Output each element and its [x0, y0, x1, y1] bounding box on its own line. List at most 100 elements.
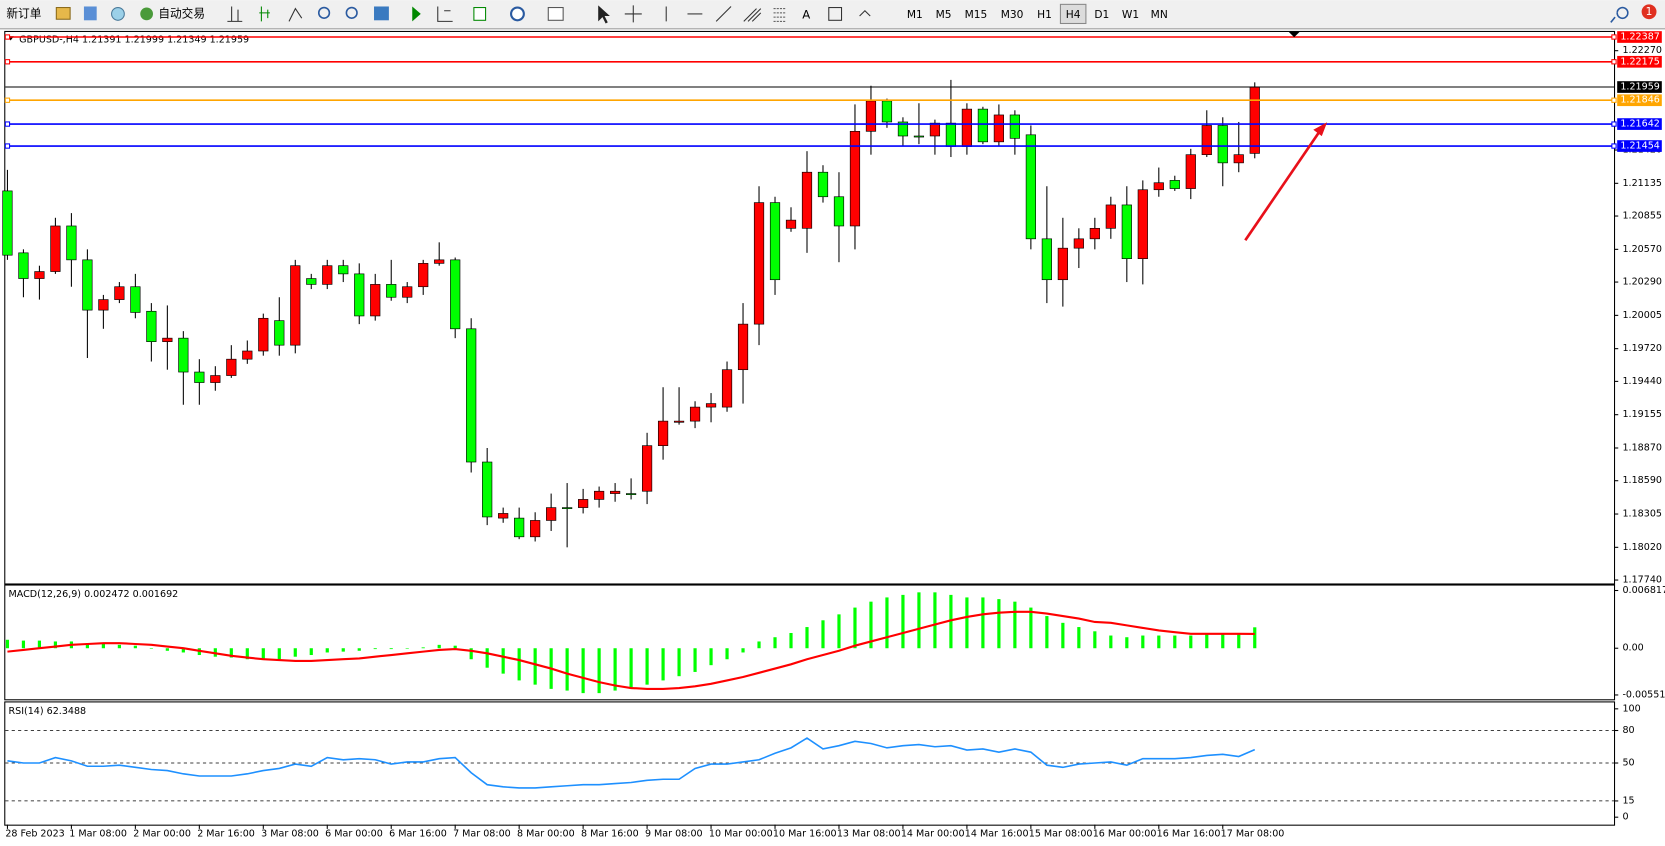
macd-bar	[277, 648, 281, 660]
toolbar-bg	[0, 0, 1665, 29]
macd-bar	[789, 632, 793, 649]
timeframe-button[interactable]: M15	[965, 8, 988, 21]
icon[interactable]	[473, 7, 487, 21]
candle-body	[2, 190, 13, 256]
icon[interactable]	[547, 7, 564, 21]
macd-bar	[597, 648, 601, 694]
macd-bar	[293, 648, 297, 657]
macd-bar	[181, 648, 185, 653]
text-tool[interactable]: A	[802, 7, 810, 21]
x-tick-label: 16 Mar 00:00	[1093, 829, 1157, 840]
candle-body	[418, 263, 429, 288]
timeframe-button[interactable]: M5	[936, 8, 952, 21]
candle-body	[1249, 86, 1260, 154]
candle-body	[226, 358, 237, 376]
candle-body	[98, 299, 109, 311]
timeframe-button[interactable]: D1	[1094, 8, 1109, 21]
candle-body	[1009, 114, 1020, 139]
macd-bar	[1077, 627, 1081, 649]
timeframe-button[interactable]: H4	[1066, 8, 1081, 21]
candle-body	[258, 317, 269, 352]
macd-bar	[1253, 627, 1257, 649]
indicator-header: MACD(12,26,9) 0.002472 0.001692	[9, 589, 179, 600]
macd-bar	[1157, 635, 1161, 649]
search[interactable]	[1610, 6, 1629, 23]
new-order-button[interactable]: 新订单	[6, 6, 41, 20]
zoom-out[interactable]	[345, 6, 358, 19]
candle-body	[290, 265, 301, 346]
macd-bar	[1189, 635, 1193, 649]
candle-body	[338, 265, 349, 275]
x-tick-label: 1 Mar 08:00	[69, 829, 127, 840]
indicator-header: RSI(14) 62.3488	[9, 705, 87, 716]
trendline-tool[interactable]	[715, 6, 732, 22]
icon[interactable]	[111, 7, 125, 21]
label-tool[interactable]	[828, 7, 843, 21]
icon[interactable]	[55, 7, 71, 20]
y-tick-label: -0.005518	[1622, 689, 1665, 700]
macd-bar	[997, 599, 1001, 649]
arrow-tool[interactable]	[859, 9, 871, 17]
main-panel	[4, 30, 1616, 585]
icon[interactable]	[227, 6, 243, 22]
candle-body	[178, 337, 189, 373]
candle-body	[769, 202, 781, 281]
candle-body	[370, 284, 381, 317]
candle-body	[993, 114, 1004, 143]
timeframe-button[interactable]: MN	[1151, 8, 1168, 21]
candle-body	[194, 371, 205, 383]
candle-body	[50, 225, 61, 272]
timeframe-button[interactable]: M30	[1001, 8, 1024, 21]
icon[interactable]	[140, 7, 154, 21]
macd-bar	[1125, 637, 1129, 649]
y-tick-label: 1.17740	[1622, 575, 1661, 586]
timeframe-button[interactable]: M1	[907, 8, 923, 21]
candle-body	[945, 122, 957, 147]
candle-body	[721, 369, 733, 408]
level-label: 1.22387	[1620, 32, 1659, 43]
candle-body	[546, 507, 557, 521]
candle-body	[482, 461, 493, 518]
timeframe-button[interactable]: W1	[1122, 8, 1139, 21]
icon[interactable]	[288, 7, 303, 22]
channel-tool[interactable]	[743, 8, 762, 22]
candle-body	[162, 337, 173, 342]
candle-body	[673, 420, 685, 423]
level-label: 1.21642	[1620, 119, 1659, 130]
timeframe-button[interactable]: H1	[1037, 8, 1052, 21]
macd-bar	[949, 594, 953, 649]
x-tick-label: 16 Mar 16:00	[1157, 829, 1221, 840]
cursor-tool[interactable]	[598, 5, 610, 24]
signal-value: 0.001692	[133, 589, 179, 600]
macd-bar	[1045, 616, 1049, 649]
macd-bar	[821, 620, 825, 649]
level-label: 1.21454	[1620, 141, 1659, 152]
icon[interactable]	[510, 6, 525, 22]
icon[interactable]	[259, 6, 270, 22]
candle-body	[578, 499, 589, 508]
candle-body	[1153, 182, 1164, 191]
fibo-tool[interactable]	[773, 8, 787, 22]
candle-body	[801, 171, 813, 229]
candle-body	[1121, 204, 1132, 260]
macd-bar	[453, 645, 457, 649]
candle-body	[1073, 238, 1084, 249]
macd-bar	[1093, 631, 1097, 649]
level-label-box	[1617, 94, 1662, 107]
indicator-title: RSI(14)	[9, 705, 44, 716]
x-tick-label: 8 Mar 00:00	[517, 829, 575, 840]
icon[interactable]	[83, 6, 97, 21]
macd-bar	[437, 644, 441, 649]
level-label: 1.22175	[1620, 56, 1659, 67]
icon[interactable]	[412, 6, 421, 22]
macd-bar	[245, 648, 249, 660]
level-label-box	[1617, 118, 1662, 130]
crosshair-tool[interactable]	[624, 5, 642, 23]
macd-value: 0.002472	[84, 589, 130, 600]
icon[interactable]	[437, 6, 453, 22]
zoom-in[interactable]	[317, 6, 331, 19]
icon[interactable]	[374, 6, 389, 21]
auto-trading-button[interactable]: 自动交易	[158, 6, 205, 20]
macd-bar	[1205, 632, 1209, 649]
notification-badge[interactable]	[1641, 4, 1657, 20]
